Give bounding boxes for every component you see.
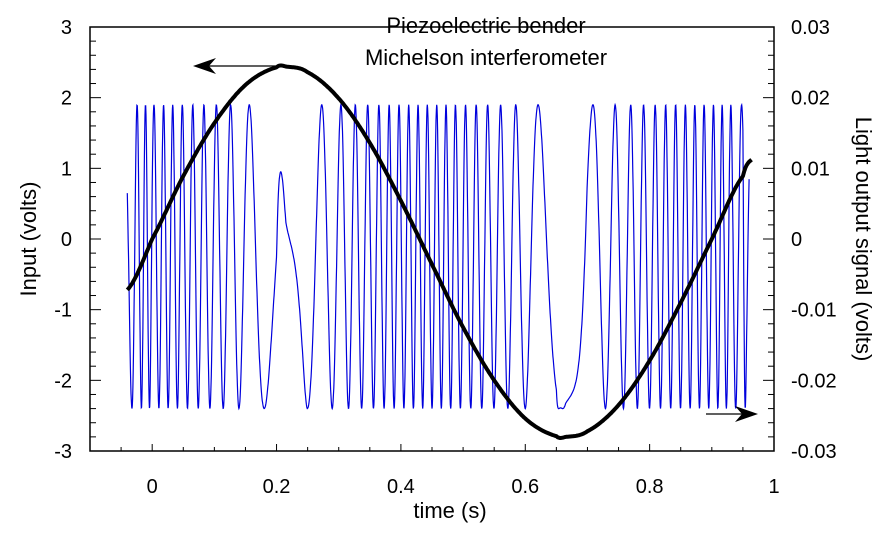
y-left-tick-label: -2 — [54, 370, 72, 392]
y-left-tick-label: 2 — [61, 88, 72, 110]
y-left-tick-label: -1 — [54, 300, 72, 322]
light-output-series — [126, 102, 750, 411]
x-tick-label: 1 — [768, 476, 779, 498]
x-tick-label: 0.8 — [636, 476, 664, 498]
y-right-tick-label: 0.03 — [791, 17, 830, 39]
x-tick-label: 0.6 — [511, 476, 539, 498]
y-left-tick-label: 1 — [61, 158, 72, 180]
tick-labels: 0 0.2 0.4 0.6 0.8 1 3 2 1 0 -1 -2 -3 0.03 0.02 0.01 0 -0.… — [54, 17, 836, 498]
y-right-tick-label: 0.02 — [791, 88, 830, 110]
y-axis-left-label: Input (volts) — [16, 182, 41, 297]
x-tick-label: 0 — [147, 476, 158, 498]
x-axis-label: time (s) — [413, 498, 486, 523]
y-right-tick-label: 0.01 — [791, 158, 830, 180]
y-right-tick-label: -0.01 — [791, 300, 837, 322]
plot-frame — [89, 26, 775, 452]
y-right-tick-label: 0 — [791, 229, 802, 251]
chart-title-line-1: Piezoelectric bender — [386, 13, 585, 38]
right-arrow-annotation — [706, 406, 758, 422]
chart-title-line-2: Michelson interferometer — [365, 45, 607, 70]
y-left-tick-label: 3 — [61, 17, 72, 39]
y-left-tick-label: -3 — [54, 441, 72, 463]
x-tick-label: 0.2 — [263, 476, 291, 498]
y-left-tick-label: 0 — [61, 229, 72, 251]
input-voltage-series — [125, 63, 753, 440]
y-right-tick-label: -0.03 — [791, 441, 837, 463]
y-right-tick-label: -0.02 — [791, 370, 837, 392]
y-axis-right-label: Light output signal (volts) — [851, 117, 876, 362]
left-arrow-annotation — [193, 58, 285, 74]
x-tick-label: 0.4 — [387, 476, 415, 498]
